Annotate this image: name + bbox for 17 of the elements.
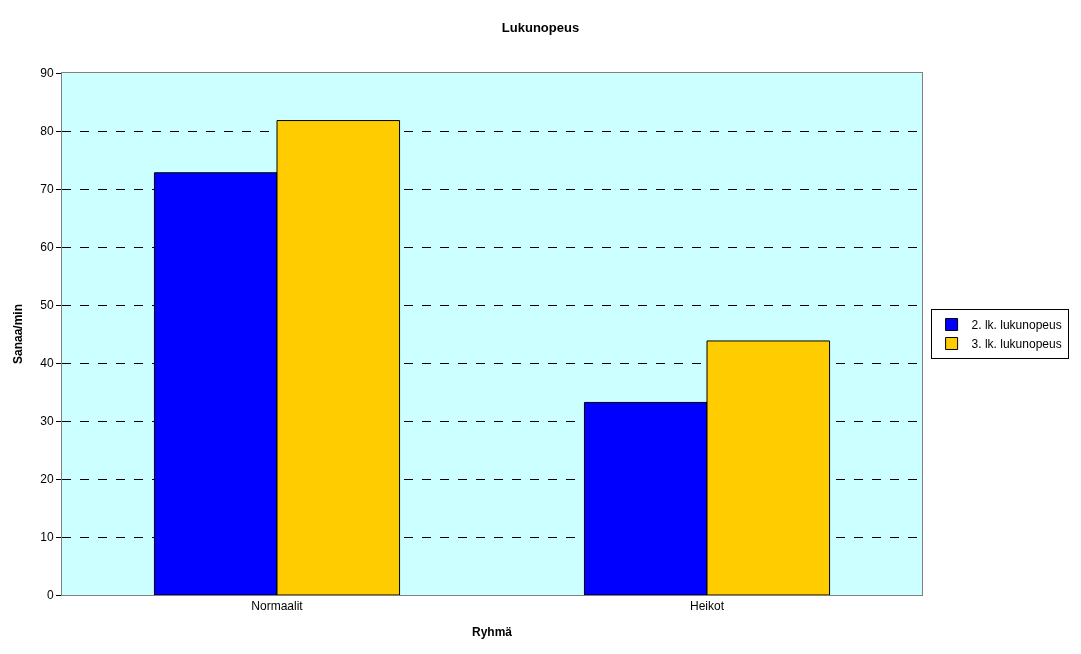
legend-label: 2. lk. lukunopeus <box>971 318 1062 333</box>
y-tick-label: 50 <box>40 298 54 313</box>
y-tick-label: 90 <box>40 66 54 81</box>
y-tick-label: 10 <box>40 530 54 545</box>
chart-title: Lukunopeus <box>501 19 580 35</box>
y-tick-label: 60 <box>40 240 54 255</box>
y-tick-label: 0 <box>46 588 54 603</box>
x-tick-label: Heikot <box>689 599 725 614</box>
x-axis-title: Ryhmä <box>471 625 513 640</box>
y-tick-label: 70 <box>40 182 54 197</box>
y-axis-title: Sanaa/min <box>10 303 25 365</box>
y-tick-label: 20 <box>40 472 54 487</box>
y-tick-label: 80 <box>40 124 54 139</box>
y-tick-label: 30 <box>40 414 54 429</box>
y-tick-label: 40 <box>40 356 54 371</box>
legend-label: 3. lk. lukunopeus <box>971 337 1062 352</box>
x-tick-label: Normaalit <box>251 599 304 614</box>
